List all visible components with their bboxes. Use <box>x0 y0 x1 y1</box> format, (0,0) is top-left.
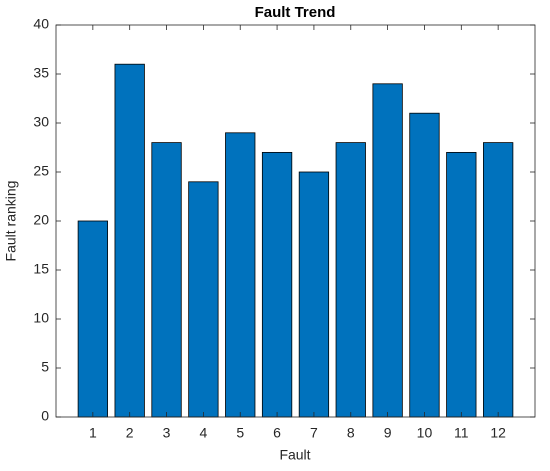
x-tick-label: 1 <box>89 425 97 441</box>
y-tick-label: 20 <box>33 212 49 228</box>
bar <box>335 142 366 418</box>
y-tick-label: 25 <box>33 163 49 179</box>
x-tick-label: 7 <box>310 425 318 441</box>
bar <box>298 171 330 418</box>
bar <box>261 151 293 418</box>
x-tick-label: 6 <box>273 425 281 441</box>
x-tick-label: 10 <box>417 425 433 441</box>
bar <box>372 83 403 418</box>
y-tick-label: 0 <box>41 408 49 424</box>
bar <box>151 142 182 418</box>
y-tick-label: 30 <box>33 114 49 130</box>
chart-title: Fault Trend <box>255 4 336 21</box>
x-tick-label: 8 <box>347 425 355 441</box>
y-tick-label: 5 <box>41 359 49 375</box>
bar <box>114 63 145 418</box>
y-tick-label: 15 <box>33 261 49 277</box>
bar <box>225 132 256 418</box>
x-tick-label: 2 <box>126 425 134 441</box>
bar <box>446 151 477 418</box>
bar <box>77 220 108 418</box>
bar <box>188 181 219 418</box>
bar <box>409 112 440 418</box>
x-tick-label: 12 <box>490 425 506 441</box>
x-tick-label: 4 <box>199 425 207 441</box>
x-tick-label: 9 <box>384 425 392 441</box>
x-tick-label: 11 <box>454 425 469 441</box>
bar <box>483 142 514 418</box>
y-tick-label: 35 <box>33 65 49 81</box>
y-tick-label: 40 <box>33 16 49 32</box>
x-axis-label: Fault <box>279 447 310 463</box>
y-axis-label: Fault ranking <box>3 181 19 262</box>
x-tick-label: 5 <box>236 425 244 441</box>
x-tick-label: 3 <box>163 425 171 441</box>
y-tick-label: 10 <box>33 310 49 326</box>
